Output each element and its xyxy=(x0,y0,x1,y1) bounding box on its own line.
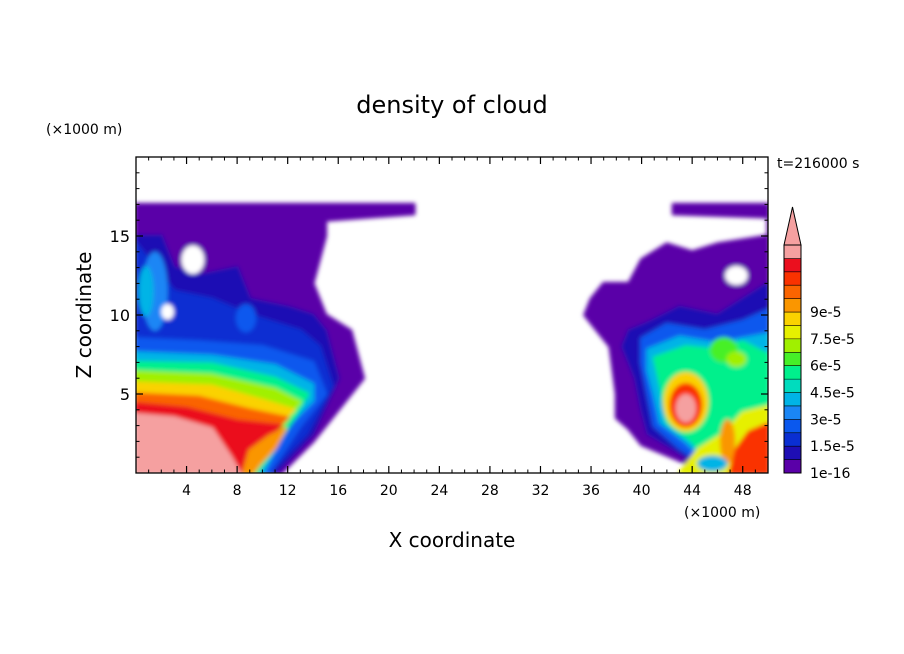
colorbar-band xyxy=(784,365,801,380)
x-unit-label: (×1000 m) xyxy=(684,505,760,521)
colorbar-band xyxy=(784,405,801,420)
density-contour xyxy=(136,413,242,473)
colorbar-band xyxy=(784,271,801,286)
density-contour xyxy=(726,351,747,368)
x-tick-label: 16 xyxy=(329,483,347,499)
density-contour xyxy=(719,419,736,464)
colorbar-band xyxy=(784,338,801,353)
chart-title: density of cloud xyxy=(356,91,547,119)
y-tick-label: 5 xyxy=(120,385,130,404)
x-tick-label: 48 xyxy=(734,483,752,499)
density-contour xyxy=(697,455,728,472)
colorbar-band xyxy=(784,285,801,300)
density-contour xyxy=(161,303,174,320)
x-tick-label: 4 xyxy=(182,483,191,499)
y-tick-label: 15 xyxy=(110,227,130,246)
x-tick-label: 28 xyxy=(481,483,499,499)
density-contour xyxy=(728,422,768,473)
colorbar-band xyxy=(784,258,801,273)
x-tick-label: 36 xyxy=(582,483,600,499)
colorbar-label: 1.5e-5 xyxy=(810,439,855,455)
colorbar: 1e-16 1.5e-5 3e-5 4.5e-5 6e-5 7.5e-5 9e-5 xyxy=(783,206,855,482)
density-contour xyxy=(181,245,205,274)
density-contour xyxy=(235,303,257,333)
colorbar-band xyxy=(784,419,801,434)
cloud-density-field xyxy=(136,157,768,473)
colorbar-label: 9e-5 xyxy=(810,305,841,321)
colorbar-band xyxy=(784,298,801,313)
x-tick-label: 24 xyxy=(430,483,448,499)
x-tick-label: 20 xyxy=(380,483,398,499)
colorbar-band xyxy=(784,352,801,367)
x-tick-label: 12 xyxy=(279,483,297,499)
colorbar-band xyxy=(784,432,801,447)
colorbar-label: 1e-16 xyxy=(810,466,850,482)
colorbar-label: 4.5e-5 xyxy=(810,386,855,402)
colorbar-band xyxy=(784,392,801,407)
density-contour xyxy=(138,266,154,317)
density-contour xyxy=(241,427,287,473)
colorbar-label: 3e-5 xyxy=(810,412,841,428)
y-unit-label: (×1000 m) xyxy=(46,122,122,138)
colorbar-frame xyxy=(783,244,802,474)
x-tick-label: 40 xyxy=(633,483,651,499)
colorbar-band xyxy=(784,312,801,326)
y-axis: 5 10 15 xyxy=(110,172,768,458)
x-axis: 4 8 12 16 20 24 28 32 36 40 44 48 xyxy=(148,157,756,499)
colorbar-label: 7.5e-5 xyxy=(810,332,855,348)
colorbar-band xyxy=(784,245,801,259)
x-tick-label: 44 xyxy=(683,483,701,499)
colorbar-band xyxy=(784,446,801,460)
colorbar-over-triangle xyxy=(783,206,802,246)
colorbar-band xyxy=(784,325,801,340)
density-contour xyxy=(725,266,748,285)
x-axis-label: X coordinate xyxy=(389,528,516,552)
x-tick-label: 32 xyxy=(532,483,550,499)
colorbar-band xyxy=(784,379,801,393)
y-axis-label: Z coordinate xyxy=(72,252,96,379)
time-label: t=216000 s xyxy=(777,156,859,172)
colorbar-label: 6e-5 xyxy=(810,359,841,375)
x-tick-label: 8 xyxy=(233,483,242,499)
y-tick-label: 10 xyxy=(110,306,130,325)
density-contour xyxy=(675,394,696,423)
colorbar-band xyxy=(784,459,801,474)
